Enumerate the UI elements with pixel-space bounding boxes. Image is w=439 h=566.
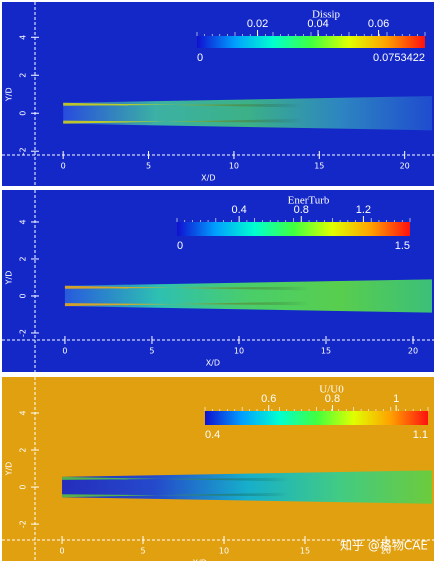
colorbar-min-label: 0 <box>177 240 183 252</box>
colorbar-tick-label: 0.02 <box>247 18 268 30</box>
shear-layer <box>63 118 303 124</box>
colorbar-tick-label: 1.2 <box>356 204 371 216</box>
colorbar-min-label: 0 <box>197 52 203 64</box>
x-axis-label: X/D <box>193 559 207 566</box>
colorbar-min-label: 0.4 <box>205 429 220 441</box>
x-axis-label: X/D <box>206 359 220 368</box>
y-tick-label: 0 <box>19 111 28 116</box>
colorbar-max-label: 1.5 <box>395 240 410 252</box>
y-tick-label: 0 <box>19 485 28 490</box>
y-tick-label: 4 <box>19 410 28 415</box>
x-tick-label: 0 <box>62 347 67 356</box>
colorbar-tick-label: 0.04 <box>307 18 328 30</box>
shear-layer <box>63 102 303 108</box>
y-tick-label: 0 <box>19 293 28 298</box>
watermark: 知乎 @格物CAE <box>340 538 428 553</box>
y-tick-label: 2 <box>19 256 28 261</box>
y-tick-label: 4 <box>19 35 28 40</box>
x-tick-label: 15 <box>300 547 310 556</box>
x-tick-label: 5 <box>146 162 151 171</box>
x-tick-label: 15 <box>314 162 324 171</box>
y-tick-label: 2 <box>19 73 28 78</box>
shear-layer <box>62 492 289 498</box>
x-tick-label: 10 <box>229 162 239 171</box>
x-tick-label: 0 <box>60 547 65 556</box>
colorbar-tick-label: 1 <box>393 393 399 405</box>
shear-layer <box>62 476 289 482</box>
y-tick-label: -2 <box>19 329 28 337</box>
x-tick-label: 10 <box>234 347 244 356</box>
jet-core <box>62 470 432 504</box>
y-tick-label: -2 <box>19 520 28 528</box>
x-axis-label: X/D <box>201 174 215 183</box>
y-tick-label: 4 <box>19 219 28 224</box>
colorbar-max-label: 0.0753422 <box>373 52 425 64</box>
x-tick-label: 20 <box>408 347 418 356</box>
x-tick-label: 20 <box>381 547 391 556</box>
colorbar <box>205 411 428 425</box>
shear-layer <box>64 285 309 291</box>
colorbar-tick-label: 0.8 <box>325 393 340 405</box>
colorbar-tick-label: 0.8 <box>294 204 309 216</box>
y-tick-label: -2 <box>19 147 28 155</box>
x-tick-label: 5 <box>149 347 154 356</box>
y-axis-label: Y/D <box>5 462 14 477</box>
y-tick-label: 2 <box>19 447 28 452</box>
colorbar-max-label: 1.1 <box>413 429 428 441</box>
colorbar-tick-label: 0.06 <box>368 18 389 30</box>
colorbar <box>177 222 410 236</box>
x-tick-label: 5 <box>140 547 145 556</box>
y-axis-label: Y/D <box>5 87 14 102</box>
x-tick-label: 20 <box>400 162 410 171</box>
panel-background <box>2 377 434 561</box>
colorbar <box>197 36 425 48</box>
y-axis-label: Y/D <box>5 271 14 286</box>
colorbar-tick-label: 0.4 <box>231 204 246 216</box>
x-tick-label: 0 <box>61 162 66 171</box>
colorbar-title: Dissip <box>312 9 341 21</box>
x-tick-label: 15 <box>321 347 331 356</box>
x-tick-label: 10 <box>219 547 229 556</box>
colorbar-tick-label: 0.6 <box>261 393 276 405</box>
colorbar-title: EnerTurb <box>288 195 330 207</box>
shear-layer <box>64 301 309 307</box>
colorbar-title: U/U0 <box>319 384 344 396</box>
